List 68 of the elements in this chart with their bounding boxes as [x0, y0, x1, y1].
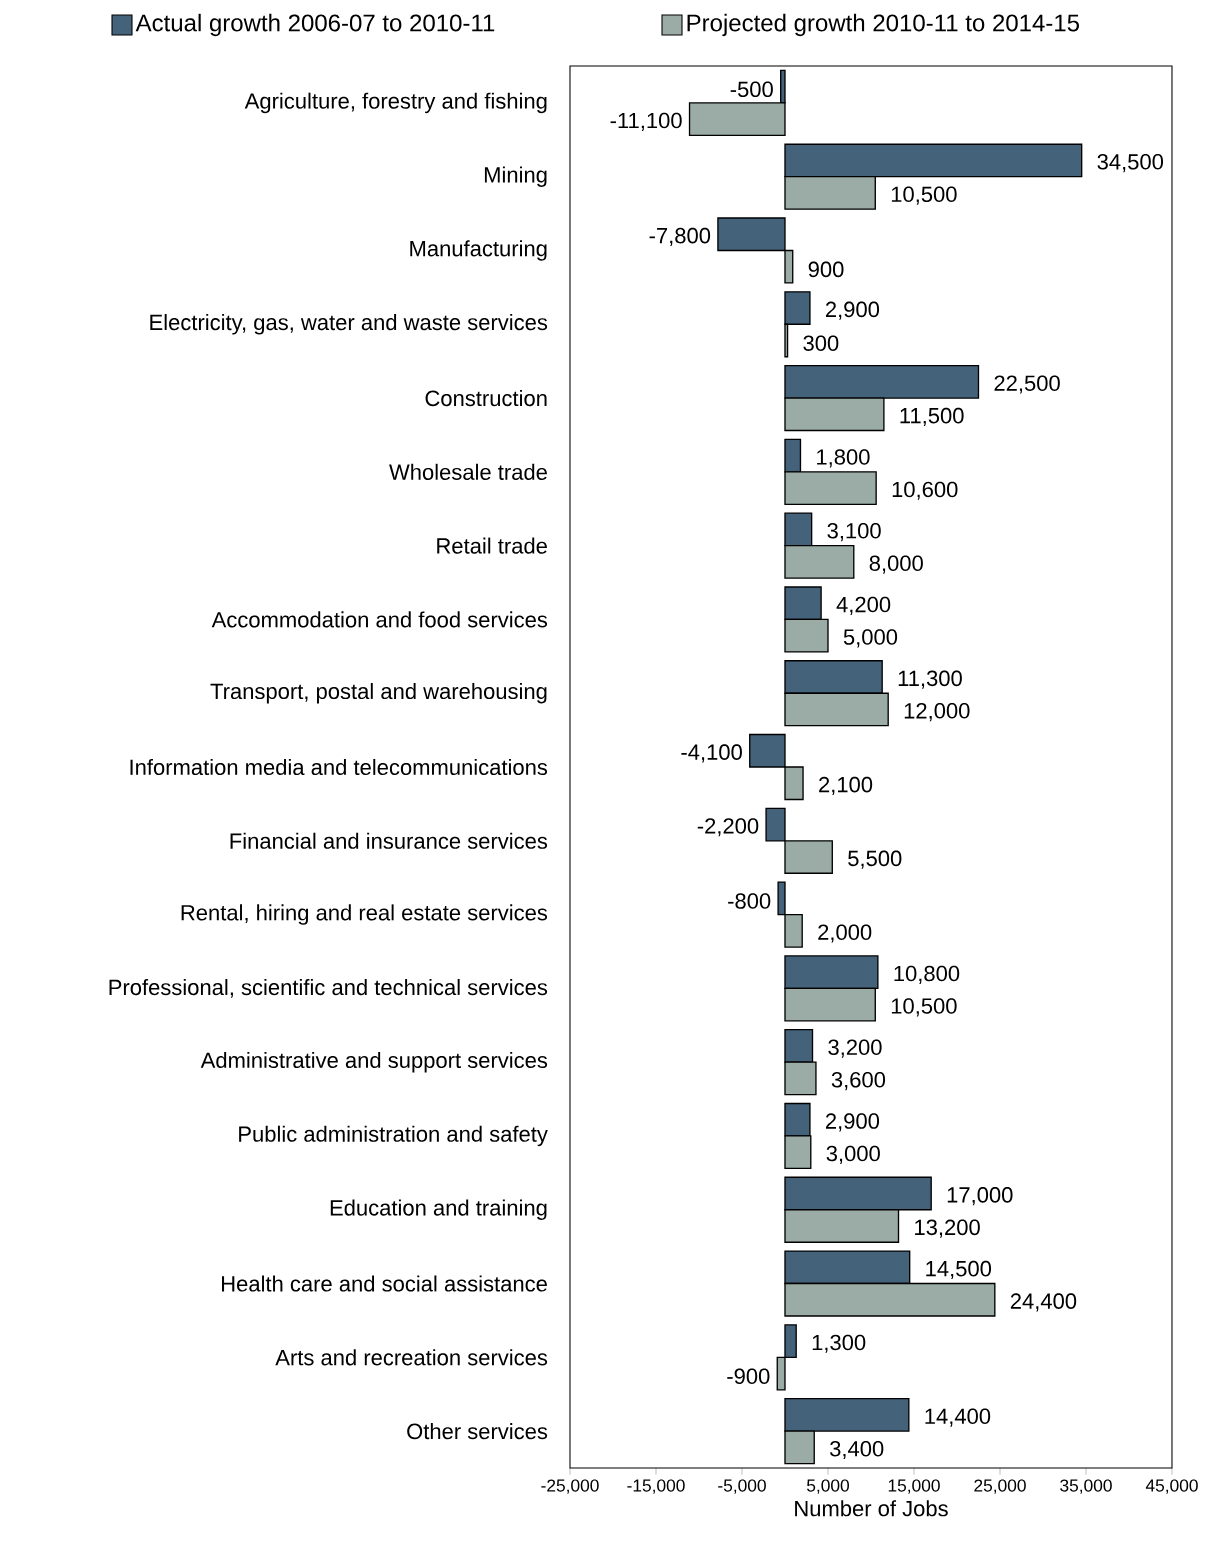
data-label: 3,100: [827, 522, 881, 542]
data-label: 34,500: [1097, 154, 1164, 173]
y-tick-label: Other services: [407, 1423, 548, 1440]
data-label: -7,800: [649, 227, 711, 247]
data-label: 1,800: [817, 449, 870, 468]
data-label: 11,500: [900, 407, 964, 427]
y-tick-label: Electricity, gas, water and waste services: [150, 314, 548, 335]
y-tick-label: Administrative and support services: [200, 1051, 548, 1073]
x-tick-label: 15,000: [888, 1479, 940, 1494]
y-tick-label: Financial and insurance services: [230, 832, 548, 849]
data-label: 10,500: [891, 186, 957, 205]
data-label: -2,200: [697, 818, 759, 837]
y-tick-label: Information media and telecommunications: [130, 758, 548, 776]
data-label: 13,200: [915, 1219, 980, 1238]
data-label: 11,300: [898, 670, 962, 689]
y-tick-label: Rental, hiring and real estate services: [181, 904, 548, 925]
y-tick-label: Transport, postal and warehousing: [210, 682, 547, 704]
data-label: 2,000: [818, 924, 872, 943]
y-tick-label: Agriculture, forestry and fishing: [244, 92, 547, 114]
x-tick-label: 5,000: [806, 1479, 849, 1494]
data-label: 3,200: [828, 1039, 882, 1058]
x-tick-label: 45,000: [1145, 1479, 1198, 1494]
data-label: 5,500: [848, 850, 902, 869]
data-label: 12,000: [904, 703, 970, 722]
data-label: -900: [727, 1368, 770, 1385]
data-label: 10,800: [894, 965, 960, 984]
data-label: -11,100: [610, 112, 682, 131]
data-label: 10,600: [892, 481, 958, 500]
data-label: 3,000: [826, 1145, 880, 1164]
data-label: 300: [803, 335, 839, 351]
y-tick-label: Health care and social assistance: [222, 1275, 547, 1292]
y-tick-label: Manufacturing: [410, 240, 547, 261]
legend-label: Projected growth 2010-11 to 2014-15: [687, 13, 1080, 37]
data-label: 3,600: [831, 1071, 886, 1091]
y-tick-label: Construction: [425, 389, 547, 407]
x-axis-title: Number of Jobs: [795, 1500, 948, 1517]
x-tick-label: 25,000: [974, 1479, 1026, 1494]
data-label: 24,400: [1010, 1293, 1077, 1312]
data-label: 900: [808, 261, 844, 278]
data-label: 2,100: [819, 776, 873, 796]
data-label: 14,500: [926, 1260, 992, 1280]
x-tick-label: -5,000: [718, 1479, 766, 1494]
x-tick-label: -25,000: [541, 1479, 599, 1494]
data-label: 14,400: [925, 1408, 991, 1427]
y-tick-label: Arts and recreation services: [275, 1349, 548, 1366]
data-label: 5,000: [843, 629, 898, 648]
x-tick-label: 35,000: [1060, 1479, 1112, 1494]
data-label: 17,000: [947, 1187, 1013, 1206]
x-tick-label: -15,000: [627, 1479, 685, 1494]
data-label: 2,900: [825, 1113, 880, 1132]
y-tick-label: Accommodation and food services: [211, 611, 548, 628]
data-label: 3,400: [830, 1440, 884, 1460]
data-label: 22,500: [994, 375, 1060, 394]
y-tick-label: Mining: [484, 166, 547, 187]
data-label: 4,200: [836, 596, 891, 615]
y-tick-label: Wholesale trade: [389, 463, 547, 480]
y-tick-label: Education and training: [330, 1199, 547, 1220]
legend-label: Actual growth 2006-07 to 2010-11: [135, 13, 495, 37]
data-label: -4,100: [681, 744, 742, 763]
data-label: -500: [730, 81, 773, 98]
data-label: 10,500: [891, 998, 957, 1017]
y-tick-label: Public administration and safety: [239, 1125, 548, 1147]
data-label: 2,900: [825, 301, 880, 320]
data-label: 8,000: [869, 555, 923, 574]
y-tick-label: Retail trade: [437, 537, 547, 554]
data-label: 1,300: [812, 1334, 866, 1353]
y-tick-label: Professional, scientific and technical services: [109, 979, 548, 998]
data-label: -800: [728, 893, 771, 909]
